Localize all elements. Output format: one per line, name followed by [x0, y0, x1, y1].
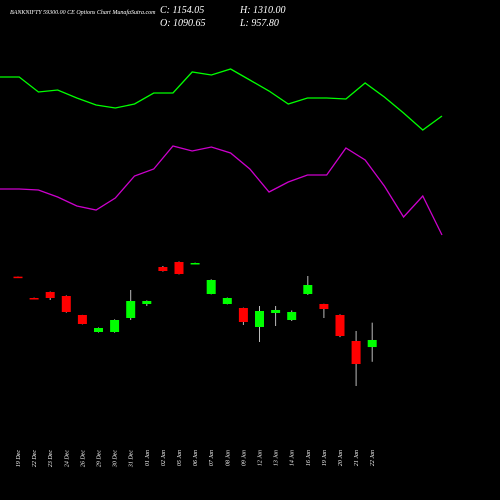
x-tick-label: 24 Dec — [63, 450, 70, 467]
x-tick-label: 13 Jan — [274, 450, 280, 466]
x-tick-label: 14 Jan — [289, 450, 296, 466]
x-tick-label: 05 Jan — [177, 450, 183, 466]
candle-body — [351, 341, 361, 364]
x-tick-label: 16 Jan — [306, 450, 312, 466]
candle-body — [271, 310, 281, 313]
x-tick-label: 19 Jan — [322, 450, 328, 466]
x-tick-label: 08 Jan — [225, 450, 231, 466]
candle-body — [303, 285, 313, 294]
x-tick-label: 23 Dec — [48, 450, 54, 467]
candle-body — [174, 262, 184, 274]
x-tick-label: 12 Jan — [258, 450, 264, 466]
candle-body — [142, 301, 152, 304]
x-tick-label: 22 Dec — [32, 450, 38, 467]
x-tick-label: 01 Jan — [145, 450, 151, 466]
candle-body — [158, 267, 168, 271]
x-tick-label: 02 Jan — [161, 450, 167, 466]
candle-body — [238, 308, 248, 322]
candle-body — [222, 298, 232, 304]
summary: C: 1154.05 — [160, 5, 204, 16]
line-series — [0, 145, 443, 236]
x-tick-label: 26 Dec — [80, 450, 86, 467]
x-tick-label: 09 Jan — [241, 450, 247, 466]
candle-body — [13, 276, 23, 279]
candle-body — [110, 320, 120, 332]
x-tick-label: 22 Jan — [370, 450, 376, 466]
x-tick-label: 06 Jan — [193, 450, 199, 466]
candle-body — [126, 301, 136, 318]
x-tick-label: 30 Dec — [113, 450, 119, 468]
x-tick-label: 07 Jan — [209, 450, 215, 466]
candle-body — [61, 296, 71, 312]
x-tick-label: 20 Jan — [338, 450, 344, 466]
summary: L: 957.80 — [239, 18, 279, 29]
candle-body — [255, 311, 264, 327]
x-tick-label: 29 Dec — [97, 450, 103, 467]
x-tick-label: 31 Dec — [129, 450, 135, 468]
candle-body — [367, 339, 377, 348]
x-tick-label: 19 Dec — [16, 450, 22, 467]
candle-body — [335, 315, 345, 336]
candle-body — [29, 298, 39, 300]
x-tick-label: 21 Jan — [354, 450, 360, 466]
candle-body — [287, 312, 297, 320]
summary: H: 1310.00 — [239, 5, 286, 16]
line-series — [0, 68, 443, 131]
candle-body — [94, 328, 103, 332]
candle-body — [190, 263, 200, 265]
chart-title: BANKNIFTY 59300.00 CE Options Chart Muna… — [10, 9, 156, 16]
candle-body — [319, 304, 329, 309]
candle-body — [206, 280, 216, 294]
candle-body — [77, 315, 87, 324]
candle-body — [45, 292, 55, 298]
summary: O: 1090.65 — [160, 18, 206, 29]
